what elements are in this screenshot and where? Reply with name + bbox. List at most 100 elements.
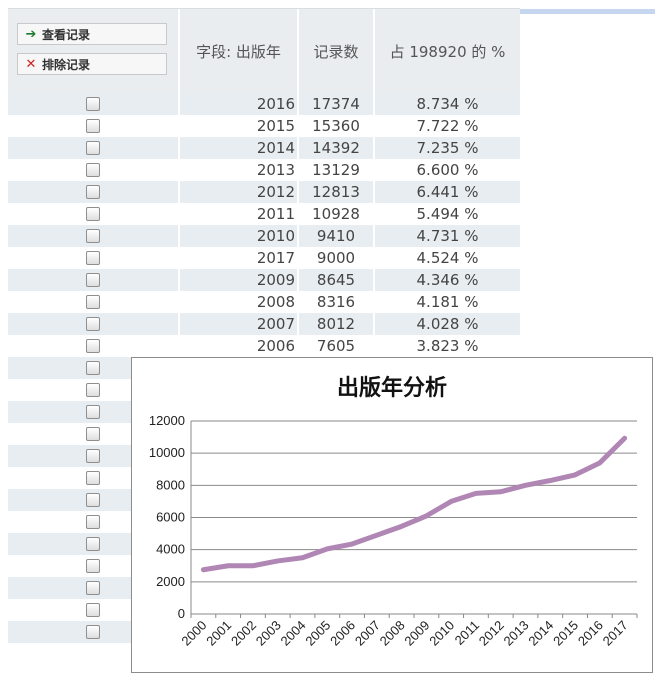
data-point [400,524,404,528]
x-tick-label: 2007 [352,618,383,649]
x-tick-label: 2008 [377,618,408,649]
record-count-cell: 13129 [312,161,360,179]
column-divider [297,137,299,159]
row-checkbox[interactable] [86,207,100,221]
column-divider [178,313,180,335]
record-count-cell: 8012 [316,315,356,333]
row-checkbox[interactable] [86,537,100,551]
row-checkbox[interactable] [86,449,100,463]
x-tick-label: 2017 [600,618,631,649]
chart-title: 出版年分析 [336,376,447,401]
row-checkbox-cell [8,577,178,599]
row-checkbox[interactable] [86,361,100,375]
record-count-cell: 9000 [316,249,356,267]
actions-header-cell: ➔ 查看记录 ✕ 排除记录 [8,9,178,93]
table-row: 2014 14392 7.235 % [8,137,520,159]
year-cell: 2010 [256,227,295,245]
row-checkbox-cell [8,159,178,181]
data-point [623,436,627,440]
x-tick-label: 2010 [426,618,457,649]
x-tick-label: 2009 [401,618,432,649]
record-count-cell: 7605 [316,337,356,355]
percent-header: 占 198920 的 % [375,9,520,93]
row-checkbox[interactable] [86,185,100,199]
record-count-cell: 10928 [312,205,360,223]
year-cell: 2006 [256,337,295,355]
row-checkbox-cell [8,181,178,203]
x-tick-label: 2016 [575,618,606,649]
row-checkbox-cell [8,93,178,115]
data-point [375,533,379,537]
field-year-header: 字段: 出版年 [180,9,297,93]
view-records-button[interactable]: ➔ 查看记录 [17,23,167,45]
data-point [251,564,255,568]
row-checkbox[interactable] [86,119,100,133]
percent-cell: 4.028 % [416,315,479,333]
table-row: 2013 13129 6.600 % [8,159,520,181]
data-point [325,547,329,551]
x-tick-label: 2012 [476,618,507,649]
year-cell: 2015 [256,117,295,135]
row-checkbox[interactable] [86,427,100,441]
row-checkbox[interactable] [86,471,100,485]
row-checkbox[interactable] [86,515,100,529]
data-point [474,491,478,495]
x-tick-label: 2003 [253,618,284,649]
row-checkbox[interactable] [86,581,100,595]
table-row: 2016 17374 8.734 % [8,93,520,115]
column-divider [373,269,375,291]
year-cell: 2011 [256,205,295,223]
row-checkbox[interactable] [86,559,100,573]
year-cell: 2014 [256,139,295,157]
row-checkbox-cell [8,137,178,159]
column-divider [297,93,299,115]
row-checkbox-cell [8,401,178,423]
row-checkbox[interactable] [86,97,100,111]
column-divider [373,137,375,159]
table-row: 2015 15360 7.722 % [8,115,520,137]
row-checkbox[interactable] [86,163,100,177]
record-count-cell: 14392 [312,139,360,157]
row-checkbox[interactable] [86,273,100,287]
year-cell: 2013 [256,161,295,179]
row-checkbox[interactable] [86,295,100,309]
row-checkbox[interactable] [86,625,100,639]
row-checkbox[interactable] [86,229,100,243]
row-checkbox[interactable] [86,317,100,331]
data-point [449,499,453,503]
y-tick-label: 12000 [149,413,185,428]
row-checkbox-cell [8,291,178,313]
row-checkbox[interactable] [86,603,100,617]
column-divider [297,313,299,335]
year-cell: 2008 [256,293,295,311]
column-divider [178,181,180,203]
row-checkbox[interactable] [86,405,100,419]
row-checkbox[interactable] [86,383,100,397]
year-cell: 2009 [256,271,295,289]
row-checkbox-cell [8,357,178,379]
exclude-records-button[interactable]: ✕ 排除记录 [17,53,167,75]
record-count-cell: 8645 [316,271,356,289]
header-separator [373,9,375,93]
y-tick-label: 6000 [156,510,185,525]
row-checkbox[interactable] [86,251,100,265]
x-tick-label: 2004 [278,618,309,649]
row-checkbox[interactable] [86,339,100,353]
row-checkbox-cell [8,621,178,643]
data-point [548,479,552,483]
line-chart-svg: 0200040006000800010000120002000200120022… [149,413,638,649]
column-divider [297,225,299,247]
row-checkbox[interactable] [86,493,100,507]
record-count-cell: 17374 [312,95,360,113]
data-point [350,542,354,546]
year-cell: 2017 [256,249,295,267]
column-divider [373,225,375,247]
row-checkbox-cell [8,555,178,577]
record-count-cell: 15360 [312,117,360,135]
x-tick-label: 2002 [228,618,259,649]
row-checkbox-cell [8,247,178,269]
record-count-cell: 12813 [312,183,360,201]
table-header-row: ➔ 查看记录 ✕ 排除记录 字段: 出版年 记录数 占 198920 的 % [8,8,520,93]
percent-cell: 4.731 % [416,227,479,245]
row-checkbox[interactable] [86,141,100,155]
